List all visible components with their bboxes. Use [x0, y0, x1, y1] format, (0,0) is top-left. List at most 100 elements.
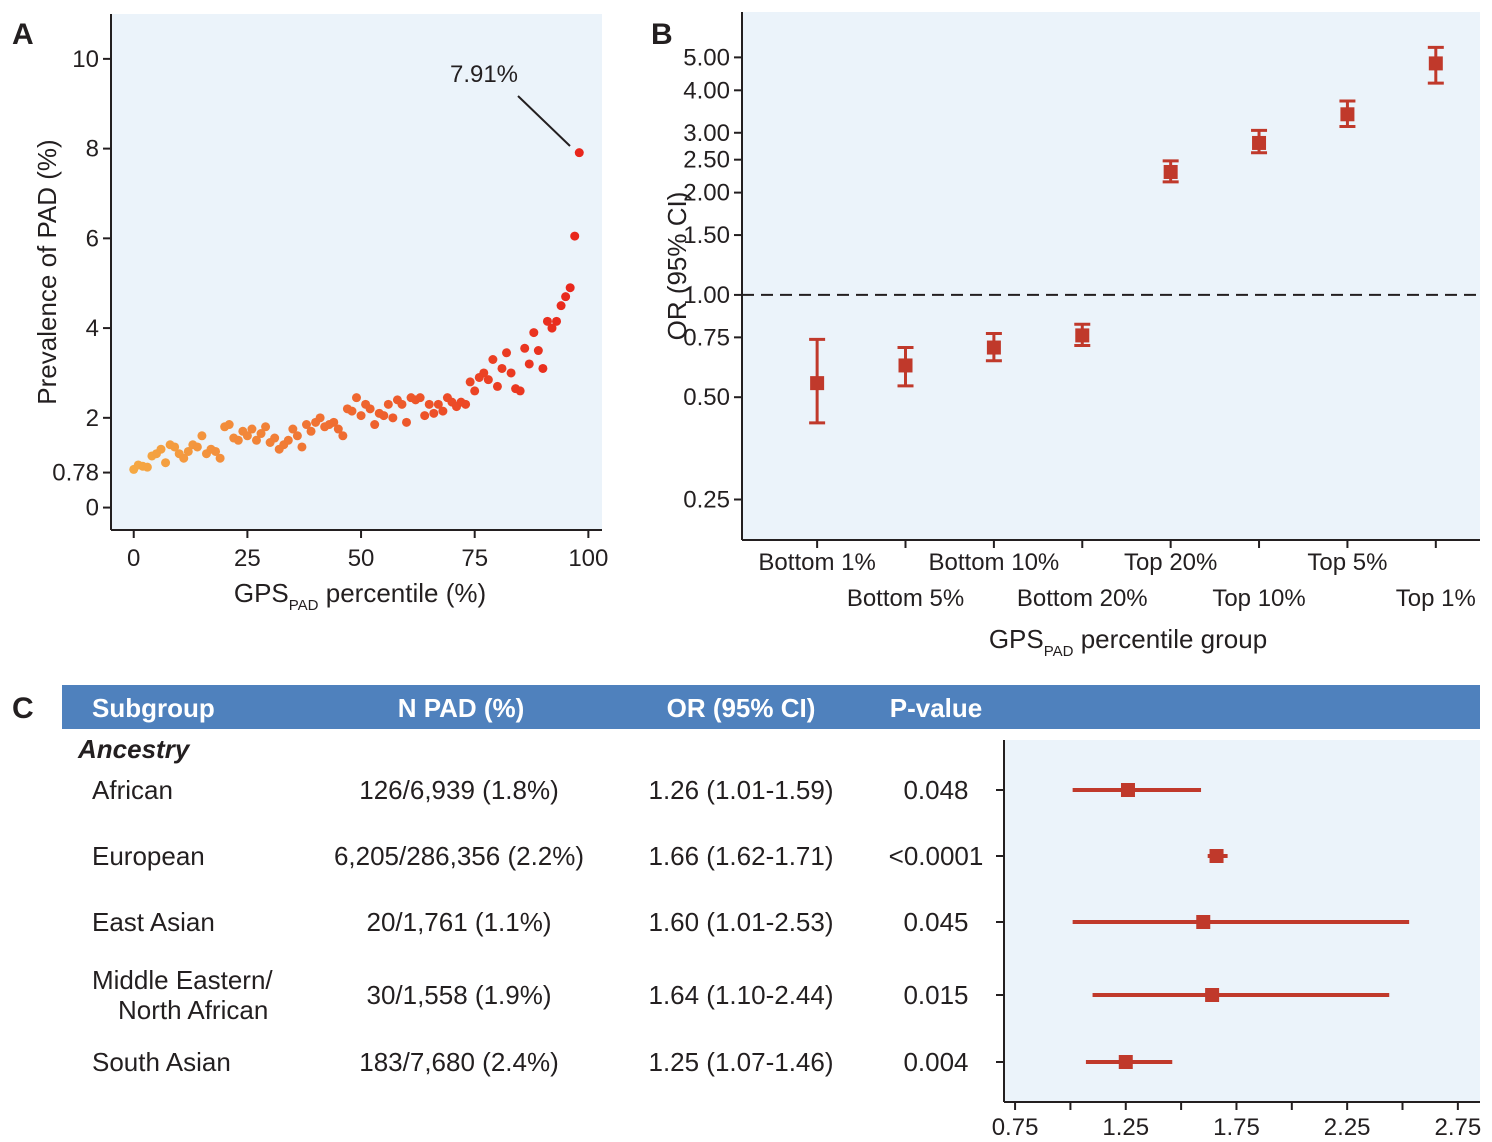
or-ci-cell: 1.60 (1.01-2.53) [648, 907, 833, 937]
forest-or-marker [1120, 783, 1135, 797]
annotation-leader-line [517, 95, 571, 147]
y-tick-label: 0.25 [683, 486, 730, 513]
y-tick-label: 8 [86, 136, 99, 163]
or-ci-cell: 1.64 (1.10-2.44) [648, 980, 833, 1010]
header-p-value: P-value [890, 693, 983, 723]
or-ci-cell: 1.25 (1.07-1.46) [648, 1047, 833, 1077]
odds-ratio-marker [898, 358, 913, 373]
data-point [570, 231, 580, 241]
header-or-ci: OR (95% CI) [667, 693, 816, 723]
subgroup-label: Middle Eastern/ [92, 965, 273, 995]
odds-ratio-marker [1428, 56, 1443, 71]
data-point [365, 404, 375, 414]
p-value-cell: 0.004 [903, 1047, 968, 1077]
data-point [251, 435, 261, 445]
table-header-bar [62, 685, 1480, 729]
x-tick-label: 100 [568, 545, 608, 572]
y-tick-label: 0 [86, 495, 99, 522]
panel-letter-b: B [651, 18, 673, 51]
y-tick-label: 5.00 [683, 44, 730, 71]
data-point [211, 446, 221, 456]
p-value-cell: 0.048 [903, 775, 968, 805]
x-tick-label: Top 10% [1212, 585, 1305, 612]
y-tick-label: 1.00 [683, 282, 730, 309]
forest-or-marker [1205, 988, 1220, 1002]
data-point [288, 424, 298, 434]
table-row: African 126/6,939 (1.8%) 1.26 (1.01-1.59) 0… [92, 775, 1202, 805]
data-point [224, 420, 234, 430]
data-point [433, 399, 443, 409]
data-point [561, 292, 571, 302]
data-point [215, 453, 225, 463]
data-point [556, 301, 566, 311]
data-point [261, 422, 271, 432]
x-tick-label: Top 5% [1307, 549, 1387, 576]
n-pad-cell: 20/1,761 (1.1%) [366, 907, 551, 937]
y-tick-label: 4 [86, 315, 99, 342]
y-tick-label: 10 [72, 46, 99, 73]
odds-ratio-marker [986, 340, 1001, 355]
p-value-cell: 0.015 [903, 980, 968, 1010]
panel-b-plot-area [742, 12, 1480, 540]
data-point [552, 316, 562, 326]
x-tick-label: Top 1% [1396, 585, 1476, 612]
or-ci-cell: 1.66 (1.62-1.71) [648, 841, 833, 871]
data-point [233, 435, 243, 445]
data-point [438, 406, 448, 416]
data-point [256, 429, 266, 439]
header-n-pad: N PAD (%) [398, 693, 525, 723]
x-tick-label: Bottom 1% [758, 549, 875, 576]
data-point [506, 368, 516, 378]
data-point [529, 328, 539, 338]
subgroup-label: European [92, 841, 205, 871]
data-point [533, 346, 543, 356]
data-point [483, 375, 493, 385]
table-row: South Asian 183/7,680 (2.4%) 1.25 (1.07-1.… [92, 1047, 1173, 1077]
odds-ratio-marker [810, 376, 825, 391]
n-pad-cell: 126/6,939 (1.8%) [359, 775, 558, 805]
data-point [424, 399, 434, 409]
data-point [415, 393, 425, 403]
panel-letter-a: A [12, 18, 34, 51]
data-point [156, 444, 166, 454]
or-ci-cell: 1.26 (1.01-1.59) [648, 775, 833, 805]
data-point [547, 323, 557, 333]
data-point [492, 381, 502, 391]
x-tick-label: 75 [461, 545, 488, 572]
odds-ratio-marker [1340, 107, 1355, 122]
data-point [197, 431, 207, 441]
y-tick-label: 0.75 [683, 324, 730, 351]
data-point [538, 363, 548, 373]
forest-x-tick-label: 1.75 [1213, 1114, 1260, 1141]
data-point [497, 363, 507, 373]
data-point [397, 399, 407, 409]
data-point [574, 148, 584, 158]
data-point [329, 417, 339, 427]
n-pad-cell: 30/1,558 (1.9%) [366, 980, 551, 1010]
panel-letter-c: C [12, 692, 34, 725]
panel-c-forest-table: Subgroup N PAD (%) OR (95% CI) P-value A… [62, 685, 1481, 1141]
panel-b-x-axis-title: GPSPAD percentile group [989, 624, 1267, 660]
data-point [270, 433, 280, 443]
data-point [192, 442, 202, 452]
subgroup-label: East Asian [92, 907, 215, 937]
y-tick-label: 6 [86, 225, 99, 252]
x-tick-label: Top 20% [1124, 549, 1217, 576]
data-point [465, 377, 475, 387]
x-tick-label: 25 [234, 545, 261, 572]
odds-ratio-marker [1252, 135, 1267, 150]
data-point [515, 386, 525, 396]
data-point [347, 406, 357, 416]
panel-b-y-axis-title: OR (95% CI) [662, 192, 692, 341]
data-point [183, 446, 193, 456]
data-point [306, 426, 316, 436]
p-value-cell: <0.0001 [889, 841, 984, 871]
y-tick-label: 2.00 [683, 180, 730, 207]
x-tick-label: 50 [348, 545, 375, 572]
forest-or-marker [1196, 915, 1211, 929]
forest-x-tick-label: 2.25 [1324, 1114, 1371, 1141]
panel-b-odds-ratio-chart: 0.25 0.50 0.75 1.00 1.50 2.00 2.503.00 4.00 5.00… [662, 12, 1480, 660]
y-tick-label: 0.78 [52, 460, 99, 487]
data-point [170, 442, 180, 452]
data-point [402, 417, 412, 427]
